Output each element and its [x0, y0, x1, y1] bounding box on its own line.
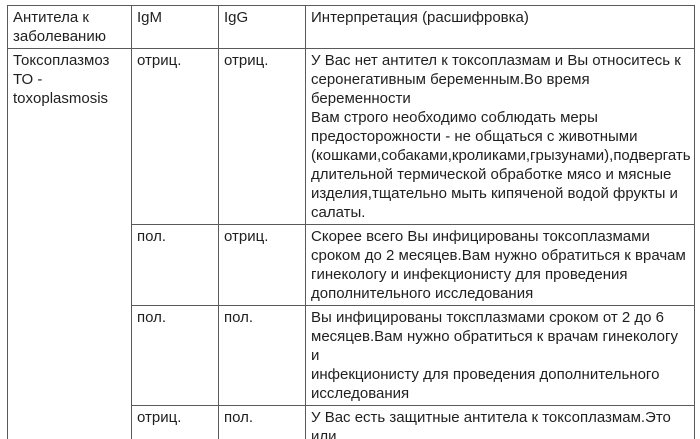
table-row: Токсоплазмоз ТО - toxoplasmosis отриц. о…	[7, 48, 695, 439]
header-cell-igm: IgM	[131, 5, 219, 49]
table-row: пол. пол. Вы инфицированы токсплазмами с…	[8, 305, 695, 406]
header-cell-igg: IgG	[218, 5, 306, 49]
igm-value-cell: пол.	[131, 305, 219, 406]
igg-value-cell: отриц.	[218, 224, 306, 306]
header-cell-interpretation: Интерпретация (расшифровка)	[305, 5, 695, 49]
antibody-interpretation-table: Антитела к заболеванию IgM IgG Интерпрет…	[7, 5, 695, 439]
interpretation-cell: Вы инфицированы токсплазмами сроком от 2…	[305, 305, 695, 406]
disease-cell: Токсоплазмоз ТО - toxoplasmosis	[7, 48, 132, 439]
interpretation-cell: У Вас есть защитные антитела к токсоплаз…	[305, 405, 695, 439]
igm-value-cell: отриц.	[131, 405, 219, 439]
table-header-row: Антитела к заболеванию IgM IgG Интерпрет…	[7, 5, 695, 49]
interpretation-cell: У Вас нет антител к токсоплазмам и Вы от…	[305, 48, 695, 225]
igg-value-cell: пол.	[218, 405, 306, 439]
interpretation-cell: Скорее всего Вы инфицированы токсоплазма…	[305, 224, 695, 306]
table-row: пол. отриц. Скорее всего Вы инфицированы…	[8, 224, 695, 306]
header-cell-antibodies: Антитела к заболеванию	[7, 5, 132, 49]
igg-value-cell: отриц.	[218, 48, 306, 225]
igm-value-cell: пол.	[131, 224, 219, 306]
igm-value-cell: отриц.	[131, 48, 219, 225]
table-row: отриц. пол. У Вас есть защитные антитела…	[8, 405, 695, 439]
igg-value-cell: пол.	[218, 305, 306, 406]
